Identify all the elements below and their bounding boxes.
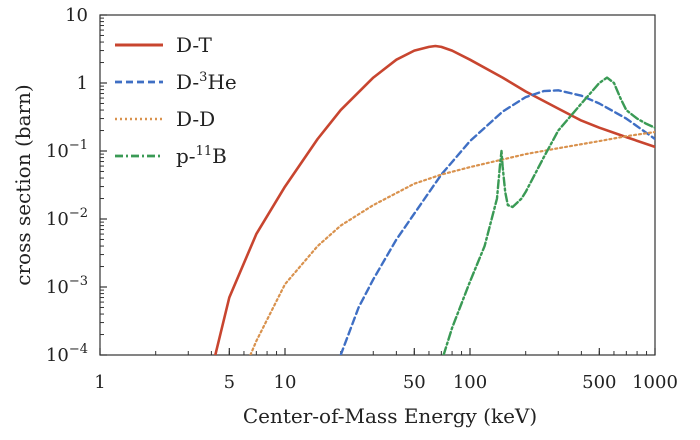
- y-tick-label: 10−2: [46, 206, 88, 230]
- y-tick-base: 10: [65, 5, 88, 26]
- y-tick-base: 10: [46, 141, 69, 162]
- y-tick-label: 10−3: [46, 274, 88, 298]
- y-tick-base: 10: [46, 209, 69, 230]
- series-layer: [214, 44, 655, 355]
- y-tick-base: 10: [46, 277, 69, 298]
- series-line-d-t: [214, 44, 655, 355]
- x-tick-label: 500: [582, 372, 616, 393]
- legend-label-tail: He: [207, 70, 236, 94]
- legend-label: D-T: [176, 33, 212, 57]
- legend-label-superscript: 11: [196, 144, 213, 159]
- y-tick-exponent: −2: [69, 206, 88, 221]
- legend: D-T D-3He D-D p-11B: [115, 33, 237, 168]
- legend-label: D-D: [176, 107, 215, 131]
- x-tick-label: 100: [453, 372, 487, 393]
- y-tick-base: 10: [46, 345, 69, 366]
- y-tick-label: 10: [65, 5, 88, 26]
- y-tick-label: 10−4: [46, 342, 88, 366]
- series-line-d-3he: [339, 89, 655, 355]
- y-tick-exponent: −1: [69, 138, 88, 153]
- y-tick-exponent: −4: [69, 342, 88, 357]
- y-tick-label: 10−1: [46, 138, 88, 162]
- y-tick-exponent: −3: [69, 274, 88, 289]
- x-tick-label: 1000: [632, 372, 678, 393]
- y-tick-label: 1: [77, 73, 88, 94]
- legend-label: D-3He: [176, 70, 237, 94]
- legend-label-base: p-: [176, 144, 196, 168]
- plot-frame: [99, 14, 656, 356]
- x-tick-label: 1: [94, 372, 105, 393]
- x-axis-label: Center-of-Mass Energy (keV): [243, 404, 537, 428]
- legend-label-tail: B: [212, 144, 227, 168]
- x-axis-ticks: 1 5 10 50 100 500 1000: [94, 348, 678, 393]
- x-tick-label: 5: [224, 372, 235, 393]
- series-line-d-d: [249, 130, 655, 355]
- legend-label: p-11B: [176, 144, 227, 168]
- legend-label-superscript: 3: [199, 70, 207, 85]
- x-tick-label: 10: [274, 372, 297, 393]
- legend-label-base: D-: [176, 70, 199, 94]
- legend-label-base: D-D: [176, 107, 215, 131]
- x-tick-label: 50: [403, 372, 426, 393]
- legend-label-base: D-T: [176, 33, 212, 57]
- y-axis-label: cross section (barn): [11, 84, 35, 285]
- series-line-p-11b: [442, 76, 655, 355]
- y-tick-base: 1: [77, 73, 88, 94]
